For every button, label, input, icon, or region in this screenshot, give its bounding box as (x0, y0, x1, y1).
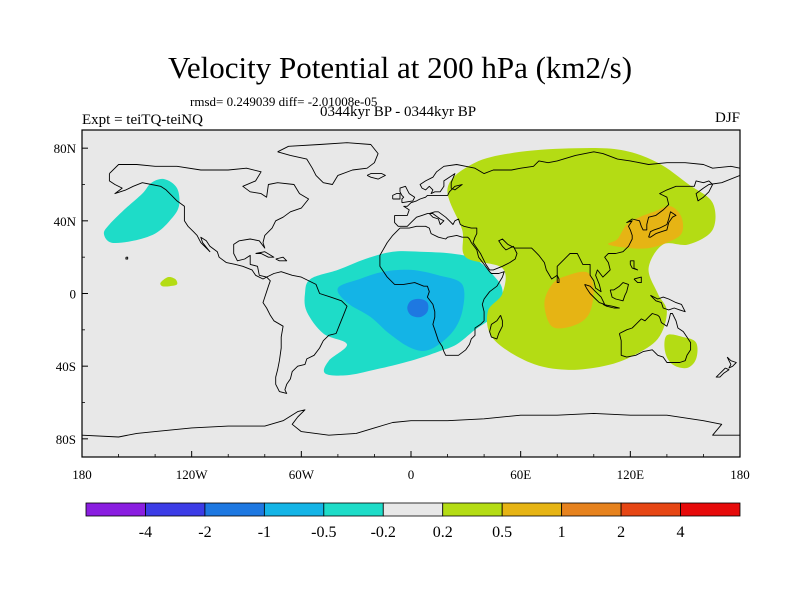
x-tick-label: 120E (617, 467, 645, 482)
colorbar-swatch (501, 502, 563, 517)
colorbar-swatch (442, 502, 503, 517)
coastline-cuba (255, 251, 275, 258)
region-australia-positive (664, 334, 698, 369)
coastline-ireland (392, 193, 401, 200)
coastline-south-america (262, 271, 348, 394)
coastline-new-zealand-south (715, 367, 730, 378)
coastline-iceland (366, 173, 386, 180)
map-title: Velocity Potential at 200 hPa (km2/s) (167, 50, 633, 85)
anomaly-regions (103, 148, 716, 376)
colorbar-label: -0.2 (371, 524, 396, 541)
colorbar-label: 0.5 (492, 524, 512, 541)
coastline-sumatra (584, 283, 606, 305)
coastline-sri-lanka (556, 275, 560, 284)
coastline-new-zealand-north (726, 356, 737, 369)
coastline-new-guinea (650, 294, 686, 313)
y-tick-label: 80N (54, 141, 77, 156)
x-tick-label: 60W (289, 467, 315, 482)
coastline-hawaii (125, 256, 129, 260)
coastline-philippines-luzon (629, 260, 639, 271)
region-east-asia-positive-core (608, 206, 684, 249)
colorbar-swatch (85, 502, 146, 517)
colorbar-label: 1 (558, 524, 566, 541)
x-tick-label: 120W (176, 467, 209, 482)
colorbar-swatch (561, 502, 622, 517)
colorbar-swatch (323, 502, 384, 517)
colorbar-label: 0.2 (433, 524, 453, 541)
x-tick-label: 0 (408, 467, 415, 482)
period-label: 0344kyr BP - 0344kyr BP (320, 104, 477, 120)
coastline-africa (379, 225, 505, 356)
colorbar-label: -2 (198, 524, 211, 541)
colorbar: -4 -2 -1 -0.5 -0.2 0.2 0.5 1 2 4 (85, 502, 741, 541)
region-africa-negative-middle (337, 269, 465, 352)
colorbar-swatch (145, 502, 206, 517)
y-tick-label: 40S (56, 359, 76, 374)
colorbar-swatch (620, 502, 681, 517)
coastline-borneo (609, 282, 629, 302)
colorbar-label: -4 (139, 524, 152, 541)
colorbar-swatch (263, 502, 325, 517)
colorbar-label: -1 (258, 524, 271, 541)
colorbar-label: -0.5 (311, 524, 336, 541)
stats-line: rmsd= 0.249039 diff= -2.01008e-05 (190, 94, 378, 109)
y-tick-label: 80S (56, 432, 76, 447)
coastline-great-britain (399, 185, 416, 204)
y-tick-label: 40N (54, 214, 77, 229)
y-axis-ticks: 80N 40N 0 40S 80S (54, 141, 88, 447)
coastline-java (602, 303, 620, 309)
season-label: DJF (714, 110, 740, 126)
x-axis-ticks: 180 120W 60W 0 60E 120E 180 (72, 451, 750, 482)
coastline-australia (618, 313, 692, 363)
coastline-philippines-mindanao (633, 276, 642, 284)
x-tick-label: 180 (730, 467, 750, 482)
coastlines (82, 142, 740, 438)
x-tick-label: 60E (510, 467, 531, 482)
coastline-north-america (108, 164, 310, 280)
coastline-hispaniola (275, 256, 288, 262)
region-north-pacific-negative (103, 178, 180, 244)
x-tick-label: 180 (72, 467, 92, 482)
coastline-greenland (277, 142, 379, 185)
y-tick-label: 0 (70, 287, 77, 302)
coastline-eurasia (394, 151, 740, 293)
region-central-pacific-positive (160, 276, 178, 287)
region-africa-negative-core (407, 298, 429, 318)
colorbar-swatch (382, 502, 444, 517)
colorbar-swatch (204, 502, 265, 517)
region-bay-of-bengal-positive-core (544, 271, 594, 329)
colorbar-label: 4 (677, 524, 685, 541)
coastline-madagascar (489, 315, 503, 340)
colorbar-label: 2 (617, 524, 625, 541)
experiment-label: Expt = teiTQ-teiNQ (82, 112, 203, 128)
coastline-japan (648, 211, 677, 238)
coastline-antarctica (82, 409, 740, 438)
colorbar-swatch (680, 502, 741, 517)
region-asia-positive-outer (447, 148, 716, 370)
